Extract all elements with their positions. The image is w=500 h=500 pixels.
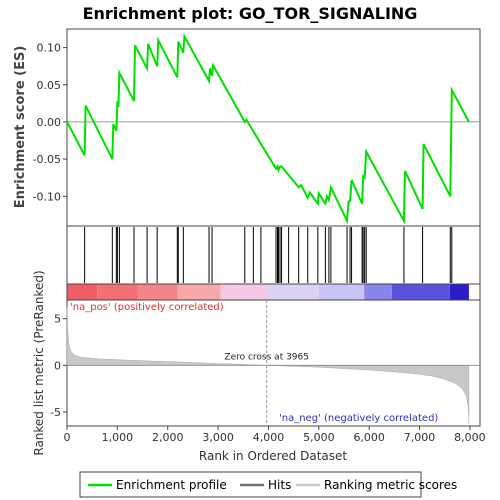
x-tick-label: 5,000 [303, 431, 335, 444]
ranking-bar-segment [318, 284, 365, 300]
legend-profile-label: Enrichment profile [116, 478, 227, 492]
ranking-bar-segment [449, 284, 469, 300]
x-tick-label: 6,000 [353, 431, 385, 444]
zero-cross-label: Zero cross at 3965 [224, 352, 309, 362]
x-tick-label: 0 [64, 431, 71, 444]
ranking-bar-segment [391, 284, 450, 300]
ranking-bar-segment [220, 284, 267, 300]
metric-y-tick-label: 5 [54, 313, 61, 326]
x-tick-label: 7,000 [404, 431, 436, 444]
metric-y-tick-label: 0 [54, 359, 61, 372]
metric-y-axis-label: Ranked list metric (PreRanked) [32, 270, 46, 455]
x-tick-label: 4,000 [253, 431, 285, 444]
x-axis-label: Rank in Ordered Dataset [199, 449, 347, 463]
es-y-tick-label: 0.00 [37, 116, 62, 129]
es-y-tick-label: 0.10 [37, 42, 62, 55]
positive-correlation-label: 'na_pos' (positively correlated) [70, 302, 224, 313]
ranking-bar-segment [67, 284, 98, 300]
es-y-tick-label: 0.05 [37, 79, 62, 92]
x-tick-label: 8,000 [454, 431, 486, 444]
ranking-bar-segment [137, 284, 178, 300]
ranking-bar-segment [364, 284, 392, 300]
es-y-tick-label: -0.05 [33, 153, 61, 166]
ranking-color-bar [67, 284, 469, 300]
hits-marks [84, 227, 453, 283]
hits-panel [66, 225, 481, 285]
x-tick-label: 1,000 [102, 431, 134, 444]
metric-y-axis: -5 0 5 [50, 313, 67, 419]
es-y-axis-label: Enrichment score (ES) [13, 46, 28, 209]
ranking-bar-segment [177, 284, 221, 300]
metric-x-axis: 0 1,000 2,000 3,000 4,000 5,000 6,000 7,000 8,00… [64, 426, 486, 444]
ranking-bar-segment [97, 284, 138, 300]
negative-correlation-label: 'na_neg' (negatively correlated) [279, 413, 438, 424]
metric-y-tick-label: -5 [50, 406, 61, 419]
x-tick-label: 2,000 [152, 431, 184, 444]
chart-title: Enrichment plot: GO_TOR_SIGNALING [83, 4, 418, 23]
es-panel [66, 28, 481, 227]
es-y-axis: -0.10 -0.05 0.00 0.05 0.10 [33, 42, 67, 203]
ranking-bar-segment [266, 284, 319, 300]
legend-hits-label: Hits [268, 478, 291, 492]
x-tick-label: 3,000 [202, 431, 234, 444]
legend-metric-label: Ranking metric scores [324, 478, 457, 492]
enrichment-profile-line [66, 32, 470, 225]
es-y-tick-label: -0.10 [33, 190, 61, 203]
